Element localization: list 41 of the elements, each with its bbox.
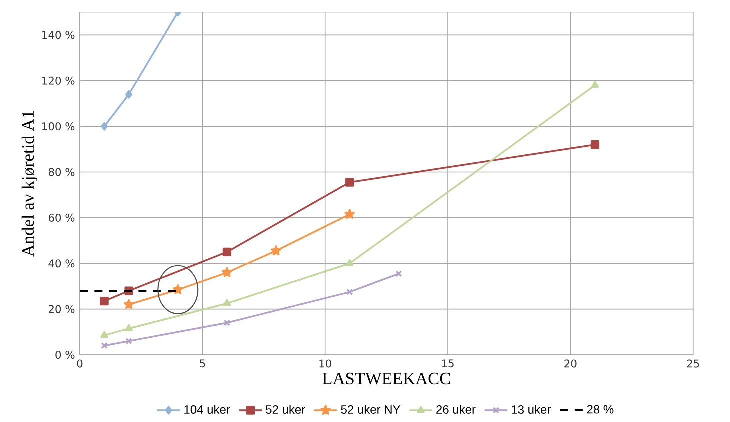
y-tick-label: 40 % [48,260,75,268]
legend-label: 52 uker NY [341,405,401,414]
y-tick-label: 0 % [56,350,75,360]
x-tick-label: 15 [442,360,454,368]
point [124,299,134,310]
point [346,259,354,266]
point [590,140,600,150]
x-tick-label: 0 [77,360,83,368]
legend-label: 104 uker [184,405,230,414]
legend-label: 28 % [587,405,614,414]
y-axis-title: Andel av kjøretid A1 [22,111,38,257]
point [271,246,282,256]
point [126,90,133,99]
legend-label: 26 uker [436,405,476,414]
point [125,324,133,332]
y-tick-label: 140 % [42,31,75,40]
y-tick-label: 60 % [48,214,75,222]
x-axis-title: LASTWEEKACC [322,372,450,385]
point [344,209,356,220]
y-tick-label: 120 % [42,76,75,85]
point [101,122,108,131]
point [222,267,232,278]
point [591,81,600,88]
point [222,248,232,257]
point [223,299,232,306]
y-tick-label: 100 % [42,122,75,131]
point [126,338,132,345]
x-tick-label: 5 [200,360,206,368]
y-tick-label: 20 % [48,305,75,314]
x-tick-label: 10 [320,360,332,368]
y-tick-label: 80 % [48,168,75,176]
legend-label: 52 uker [266,405,306,414]
point [346,288,354,296]
legend-label: 13 uker [512,405,551,414]
point [224,320,231,326]
point [172,284,184,294]
x-tick-label: 25 [687,360,700,368]
point [100,296,109,306]
point [100,331,108,338]
x-tick-label: 20 [564,360,577,368]
point [346,178,354,187]
